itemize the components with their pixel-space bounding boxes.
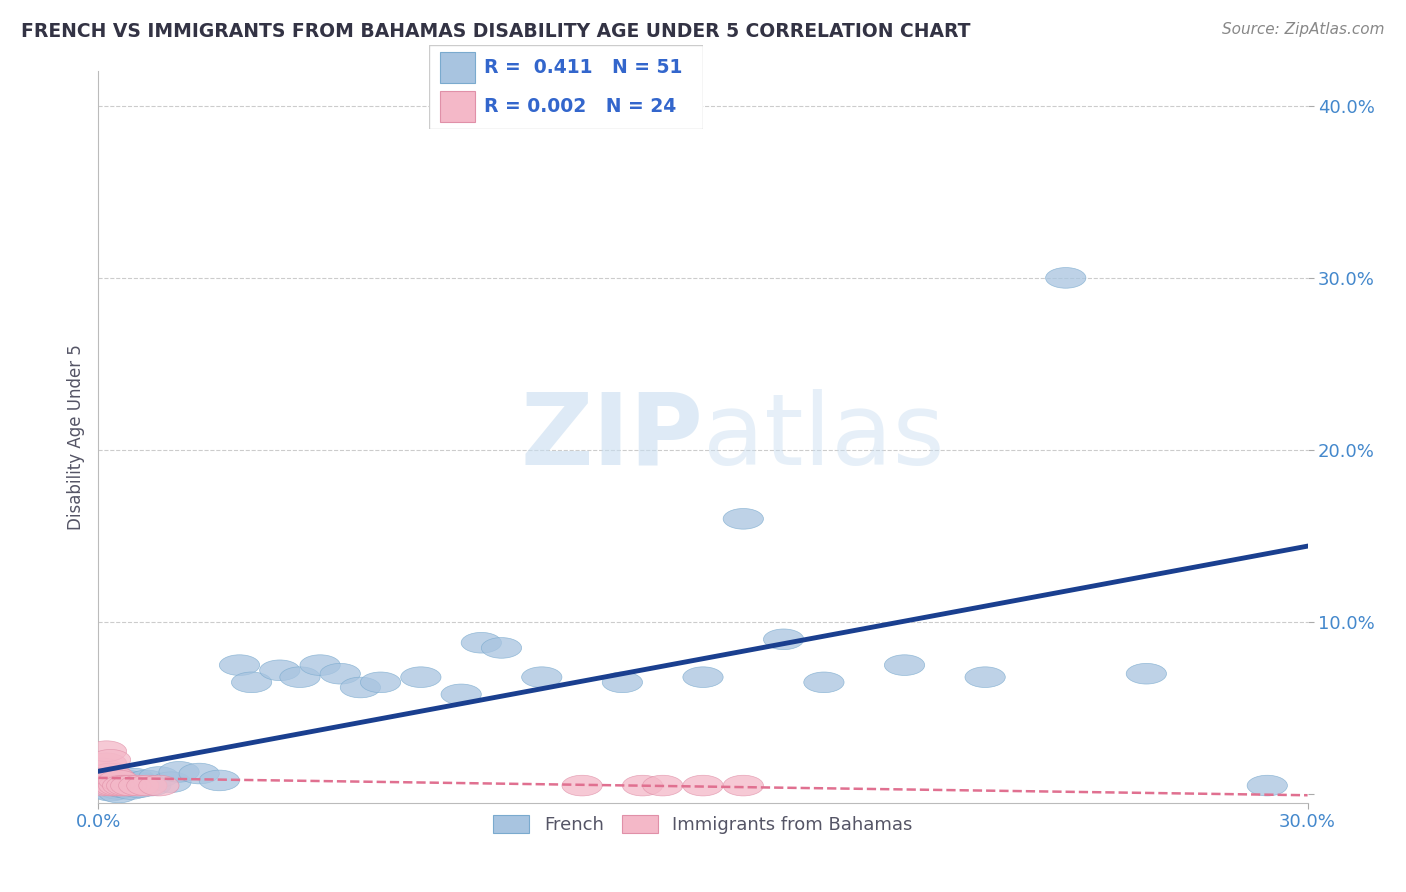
Ellipse shape [86,753,127,773]
Ellipse shape [340,677,381,698]
Ellipse shape [1046,268,1085,288]
Ellipse shape [90,749,131,770]
Ellipse shape [94,766,135,788]
Ellipse shape [94,777,135,797]
Ellipse shape [299,655,340,675]
FancyBboxPatch shape [440,91,475,121]
Ellipse shape [804,672,844,693]
Ellipse shape [723,508,763,529]
Ellipse shape [481,638,522,658]
Ellipse shape [90,764,131,784]
Ellipse shape [401,667,441,688]
Ellipse shape [118,775,159,796]
Ellipse shape [150,772,191,792]
Ellipse shape [90,780,131,801]
Ellipse shape [602,672,643,693]
Ellipse shape [219,655,260,675]
Ellipse shape [111,773,150,794]
Ellipse shape [200,770,239,790]
Ellipse shape [90,775,131,796]
Text: atlas: atlas [703,389,945,485]
Ellipse shape [83,758,122,779]
Ellipse shape [111,779,150,799]
Text: FRENCH VS IMMIGRANTS FROM BAHAMAS DISABILITY AGE UNDER 5 CORRELATION CHART: FRENCH VS IMMIGRANTS FROM BAHAMAS DISABI… [21,22,970,41]
FancyBboxPatch shape [440,53,475,83]
Ellipse shape [139,766,179,788]
Text: ZIP: ZIP [520,389,703,485]
Ellipse shape [107,775,146,796]
Ellipse shape [86,779,127,799]
Ellipse shape [86,773,127,794]
Ellipse shape [86,741,127,762]
Legend: French, Immigrants from Bahamas: French, Immigrants from Bahamas [486,807,920,841]
Ellipse shape [98,775,139,796]
Ellipse shape [94,772,135,792]
Ellipse shape [260,660,299,681]
Ellipse shape [98,770,139,790]
Ellipse shape [83,775,122,796]
Ellipse shape [103,772,143,792]
Text: R = 0.002   N = 24: R = 0.002 N = 24 [484,97,676,116]
Ellipse shape [107,775,146,796]
Ellipse shape [103,775,143,796]
Ellipse shape [360,672,401,693]
Ellipse shape [98,773,139,794]
Ellipse shape [90,775,131,796]
Ellipse shape [763,629,804,649]
Ellipse shape [683,775,723,796]
Ellipse shape [83,766,122,788]
Text: R =  0.411   N = 51: R = 0.411 N = 51 [484,58,682,77]
Ellipse shape [94,775,135,796]
Ellipse shape [232,672,271,693]
Ellipse shape [83,775,122,796]
Ellipse shape [884,655,925,675]
Ellipse shape [1247,775,1288,796]
Ellipse shape [643,775,683,796]
Text: Source: ZipAtlas.com: Source: ZipAtlas.com [1222,22,1385,37]
Ellipse shape [118,772,159,792]
Ellipse shape [461,632,502,653]
Ellipse shape [965,667,1005,688]
Ellipse shape [321,664,360,684]
Ellipse shape [103,777,143,797]
Ellipse shape [127,775,167,796]
Ellipse shape [107,770,146,790]
Ellipse shape [118,777,159,797]
Ellipse shape [114,768,155,789]
Ellipse shape [131,775,172,796]
Ellipse shape [98,779,139,799]
FancyBboxPatch shape [429,45,703,129]
Ellipse shape [159,762,200,782]
Ellipse shape [139,775,179,796]
Ellipse shape [280,667,321,688]
Ellipse shape [1126,664,1167,684]
Ellipse shape [179,764,219,784]
Ellipse shape [127,770,167,790]
Ellipse shape [522,667,562,688]
Ellipse shape [86,770,127,790]
Ellipse shape [122,773,163,794]
Ellipse shape [98,782,139,803]
Ellipse shape [623,775,662,796]
Ellipse shape [441,684,481,705]
Ellipse shape [562,775,602,796]
Ellipse shape [723,775,763,796]
Ellipse shape [683,667,723,688]
Y-axis label: Disability Age Under 5: Disability Age Under 5 [66,344,84,530]
Ellipse shape [111,775,150,796]
Ellipse shape [114,775,155,796]
